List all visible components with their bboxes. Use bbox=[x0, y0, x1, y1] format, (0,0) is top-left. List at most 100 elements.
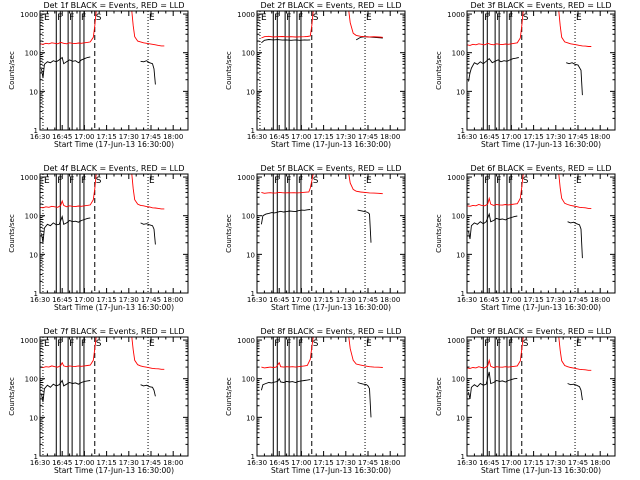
y-tick-label: 10 bbox=[246, 414, 255, 422]
panel-title: Det 1f BLACK = Events, RED = LLD bbox=[43, 1, 184, 10]
marker-label: F bbox=[81, 176, 86, 186]
lld-series-line bbox=[348, 10, 383, 38]
marker-label: F bbox=[81, 13, 86, 23]
marker-label: F bbox=[57, 176, 62, 186]
y-tick-label: 10 bbox=[456, 414, 465, 422]
lld-series-line bbox=[558, 336, 592, 371]
x-tick-label: 18:00 bbox=[590, 133, 610, 141]
x-tick-label: 17:45 bbox=[358, 296, 378, 304]
x-tick-label: 17:30 bbox=[336, 459, 356, 467]
x-tick-label: 16:45 bbox=[52, 296, 72, 304]
lld-series-line bbox=[131, 173, 165, 210]
x-tick-label: 17:15 bbox=[314, 459, 334, 467]
x-tick-label: 16:30 bbox=[30, 133, 50, 141]
y-tick-label: 1000 bbox=[20, 11, 38, 19]
marker-label: F bbox=[57, 13, 62, 23]
x-tick-label: 17:45 bbox=[141, 133, 161, 141]
marker-label: E bbox=[366, 176, 372, 186]
x-tick-label: 17:30 bbox=[336, 133, 356, 141]
marker-label: F bbox=[274, 13, 279, 23]
marker-label: S bbox=[96, 176, 102, 186]
panel-title: Det 7f BLACK = Events, RED = LLD bbox=[43, 327, 184, 336]
x-tick-label: 17:00 bbox=[74, 459, 94, 467]
y-tick-label: 1000 bbox=[447, 174, 465, 182]
y-tick-label: 1000 bbox=[237, 11, 255, 19]
lld-series-line bbox=[261, 173, 314, 194]
marker-label: F bbox=[508, 176, 513, 186]
y-tick-label: 10 bbox=[456, 88, 465, 96]
x-tick-label: 17:30 bbox=[336, 296, 356, 304]
x-tick-label: 16:30 bbox=[247, 459, 267, 467]
lld-series-line bbox=[261, 10, 314, 39]
lld-series-line bbox=[39, 173, 97, 209]
x-tick-label: 17:15 bbox=[524, 296, 544, 304]
lld-series-line bbox=[558, 10, 592, 47]
x-tick-label: 17:00 bbox=[501, 296, 521, 304]
marker-label: F bbox=[496, 176, 501, 186]
events-series-line bbox=[468, 212, 518, 240]
marker-label: F bbox=[298, 13, 303, 23]
lld-series-line bbox=[39, 10, 97, 45]
marker-label: F bbox=[69, 13, 74, 23]
y-tick-label: 1000 bbox=[20, 174, 38, 182]
marker-label: F bbox=[274, 176, 279, 186]
x-tick-label: 17:45 bbox=[568, 459, 588, 467]
x-tick-label: 16:45 bbox=[52, 133, 72, 141]
y-tick-label: 100 bbox=[242, 50, 255, 58]
lld-series-line bbox=[261, 336, 314, 369]
y-tick-label: 1 bbox=[34, 290, 38, 298]
marker-label: S bbox=[523, 339, 529, 349]
y-tick-label: 1000 bbox=[447, 11, 465, 19]
marker-label: F bbox=[57, 339, 62, 349]
y-tick-label: 1000 bbox=[237, 337, 255, 345]
x-tick-label: 18:00 bbox=[380, 133, 400, 141]
events-series-line bbox=[261, 39, 311, 44]
y-axis-label: Counts/sec bbox=[435, 377, 443, 416]
x-tick-label: 17:15 bbox=[314, 296, 334, 304]
x-tick-label: 16:45 bbox=[479, 459, 499, 467]
y-tick-label: 100 bbox=[242, 213, 255, 221]
x-tick-label: 17:45 bbox=[358, 459, 378, 467]
marker-label: E bbox=[149, 13, 155, 23]
x-tick-label: 17:00 bbox=[291, 296, 311, 304]
events-series-line bbox=[41, 56, 91, 79]
y-tick-label: 10 bbox=[29, 414, 38, 422]
marker-label: F bbox=[81, 339, 86, 349]
marker-label: F bbox=[496, 339, 501, 349]
x-tick-label: 18:00 bbox=[590, 459, 610, 467]
events-series-line bbox=[567, 221, 583, 259]
x-tick-label: 17:00 bbox=[501, 459, 521, 467]
x-tick-label: 18:00 bbox=[163, 459, 183, 467]
x-axis-label: Start Time (17-Jun-13 16:30:00) bbox=[481, 303, 601, 312]
y-tick-label: 1 bbox=[251, 290, 255, 298]
panel-title: Det 4f BLACK = Events, RED = LLD bbox=[43, 164, 184, 173]
x-tick-label: 16:30 bbox=[247, 296, 267, 304]
events-series-line bbox=[140, 222, 156, 245]
events-series-line bbox=[357, 209, 372, 243]
x-tick-label: 17:30 bbox=[119, 459, 139, 467]
x-axis-label: Start Time (17-Jun-13 16:30:00) bbox=[481, 466, 601, 475]
events-series-line bbox=[468, 57, 519, 82]
events-series-line bbox=[41, 214, 91, 243]
lld-series-line bbox=[39, 336, 97, 368]
lld-series-line bbox=[466, 173, 524, 207]
lld-series-line bbox=[131, 336, 165, 370]
y-axis-label: Counts/sec bbox=[8, 51, 16, 90]
events-series-line bbox=[567, 383, 583, 401]
x-tick-label: 16:30 bbox=[30, 459, 50, 467]
y-tick-label: 1000 bbox=[20, 337, 38, 345]
events-series-line bbox=[468, 371, 518, 399]
x-tick-label: 18:00 bbox=[163, 133, 183, 141]
x-tick-label: 18:00 bbox=[380, 296, 400, 304]
events-series-line bbox=[260, 209, 311, 225]
x-tick-label: 18:00 bbox=[590, 296, 610, 304]
x-tick-label: 16:30 bbox=[457, 133, 477, 141]
x-axis-label: Start Time (17-Jun-13 16:30:00) bbox=[271, 140, 391, 149]
x-tick-label: 17:00 bbox=[501, 133, 521, 141]
x-tick-label: 16:30 bbox=[247, 133, 267, 141]
